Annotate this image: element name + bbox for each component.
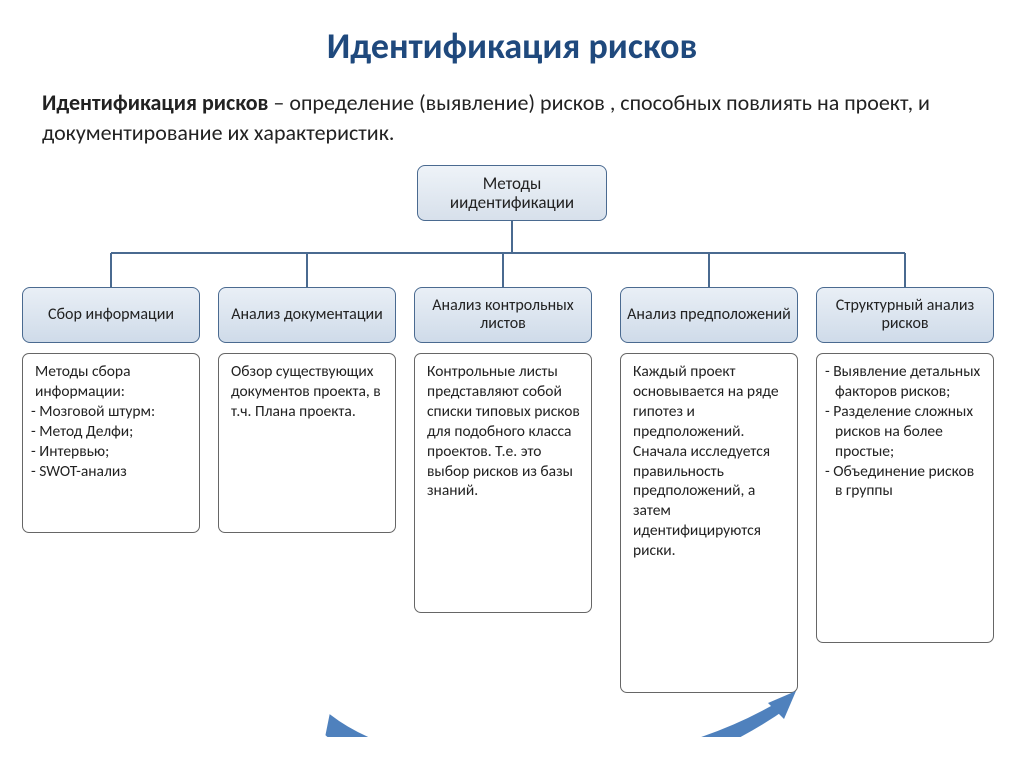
- child-node-4: Структурный анализ рисков: [816, 287, 994, 343]
- desc-box-4: Выявление детальных факторов рисков;Разд…: [816, 353, 994, 643]
- desc-box-1: Обзор существующих документов проекта, в…: [218, 353, 396, 533]
- subtitle: Идентификация рисков – определение (выяв…: [0, 68, 1024, 157]
- subtitle-term: Идентификация рисков: [42, 89, 268, 116]
- desc-box-3: Каждый проект основывается на ряде гипот…: [620, 353, 798, 693]
- child-node-1: Анализ документации: [218, 287, 396, 343]
- page-title: Идентификация рисков: [0, 0, 1024, 68]
- desc-box-0: Методы сбора информации:Мозговой штурм:М…: [22, 353, 200, 533]
- desc-box-2: Контрольные листы представляют собой спи…: [414, 353, 592, 613]
- child-node-2: Анализ контрольных листов: [414, 287, 592, 343]
- child-node-3: Анализ предположений: [620, 287, 798, 343]
- root-node: Методы иидентификации: [417, 165, 607, 221]
- child-node-0: Сбор информации: [22, 287, 200, 343]
- diagram: Методы иидентификации Сбор информации Ан…: [0, 157, 1024, 737]
